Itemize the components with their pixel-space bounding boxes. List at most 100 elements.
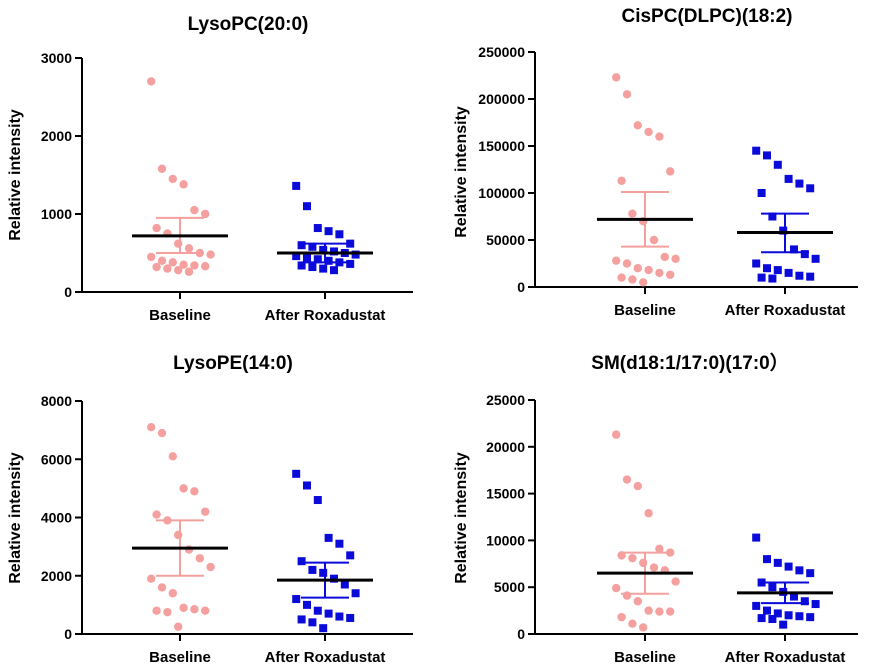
data-point-after [779, 620, 788, 629]
data-point-after [340, 580, 349, 589]
y-axis-label: Relative intensity [453, 106, 470, 238]
data-point-baseline [644, 509, 653, 518]
data-point-after [308, 263, 317, 272]
data-point-after [795, 179, 804, 188]
data-point-after [313, 496, 322, 505]
data-point-baseline [612, 583, 621, 593]
data-point-baseline [174, 265, 183, 275]
data-point-baseline [644, 265, 653, 275]
y-tick-label: 2000 [41, 568, 72, 584]
data-point-baseline [644, 606, 653, 615]
data-point-baseline [147, 574, 156, 583]
data-point-baseline [157, 428, 167, 438]
data-point-baseline [195, 554, 204, 563]
data-point-baseline [174, 622, 183, 631]
data-point-after [757, 273, 766, 282]
data-point-after [806, 569, 815, 578]
chart-title: CisPC(DLPC)(18:2) [621, 6, 792, 27]
data-point-baseline [639, 623, 648, 632]
data-point-baseline [666, 607, 675, 616]
data-point-after [297, 615, 306, 624]
data-point-baseline [617, 612, 626, 622]
data-point-baseline [666, 548, 675, 557]
data-point-baseline [639, 558, 648, 568]
data-point-after [346, 551, 355, 560]
data-point-after [308, 565, 317, 574]
data-point-after [346, 259, 355, 268]
data-point-after [335, 539, 344, 548]
x-tick-label: Baseline [149, 307, 211, 324]
data-point-baseline [163, 607, 172, 617]
y-axis-label: Relative intensity [453, 452, 470, 584]
data-point-after [297, 261, 306, 270]
data-point-baseline [666, 167, 675, 176]
data-point-after [800, 597, 809, 606]
data-point-after [768, 583, 777, 592]
data-point-after [292, 595, 301, 604]
data-point-after [806, 184, 815, 193]
y-tick-label: 4000 [41, 510, 72, 526]
data-point-after [313, 606, 322, 615]
data-point-after [330, 247, 338, 256]
data-point-after [763, 606, 771, 615]
data-point-baseline [168, 174, 177, 184]
data-point-after [303, 600, 311, 609]
panel-lysopc: LysoPC(20:0) Relative intensity 0 1000 200… [7, 14, 413, 324]
data-point-baseline [644, 127, 653, 137]
data-point-after [335, 230, 344, 239]
data-point-baseline [152, 262, 161, 272]
y-tick-label: 1000 [41, 206, 72, 222]
data-point-after [768, 615, 777, 624]
data-point-baseline [168, 452, 177, 461]
data-point-baseline [612, 430, 621, 439]
data-point-baseline [655, 268, 664, 278]
data-point-baseline [639, 278, 648, 287]
data-point-after [784, 562, 793, 571]
data-point-after [806, 613, 815, 622]
y-axis-label: Relative intensity [7, 109, 24, 241]
data-point-baseline [174, 530, 183, 540]
y-tick-label: 150000 [478, 138, 525, 154]
y-tick-label: 0 [64, 626, 72, 642]
data-point-after [752, 146, 761, 155]
data-point-after [319, 624, 328, 633]
data-point-after [303, 253, 311, 262]
data-point-after [811, 254, 820, 263]
data-point-after [752, 533, 761, 542]
data-point-baseline [655, 544, 664, 554]
data-point-after [313, 224, 322, 233]
data-point-after [752, 259, 761, 268]
x-tick-label: After Roxadustat [265, 649, 386, 666]
data-point-baseline [612, 73, 621, 82]
chart-title: LysoPC(20:0) [188, 14, 309, 35]
data-point-after [773, 160, 782, 169]
y-tick-label: 0 [64, 284, 72, 300]
data-point-baseline [617, 273, 626, 282]
y-tick-label: 6000 [41, 451, 72, 467]
data-point-after [308, 618, 317, 627]
data-point-baseline [190, 205, 199, 215]
data-point-baseline [168, 589, 177, 598]
data-point-baseline [628, 209, 637, 218]
data-point-after [351, 250, 360, 259]
data-point-after [308, 242, 317, 251]
data-point-after [292, 469, 301, 478]
y-tick-label: 25000 [486, 392, 525, 408]
x-tick-label: Baseline [614, 649, 676, 666]
data-point-baseline [157, 583, 167, 592]
data-point-baseline [655, 607, 664, 616]
y-tick-label: 2000 [41, 128, 72, 144]
data-point-after [768, 274, 777, 283]
chart-title: SM(d18:1/17:0)(17:0） [591, 351, 788, 374]
data-point-after [763, 151, 771, 160]
data-point-baseline [179, 260, 188, 269]
data-point-after [752, 601, 761, 610]
y-tick-label: 20000 [486, 439, 525, 455]
data-point-after [324, 256, 333, 265]
data-point-after [779, 226, 788, 235]
data-point-after [297, 557, 306, 566]
panel-sm: SM(d18:1/17:0)(17:0） Relative intensity … [453, 351, 858, 666]
y-tick-label: 200000 [478, 91, 525, 107]
chart-title: LysoPE(14:0) [173, 353, 293, 374]
data-point-baseline [617, 176, 626, 185]
